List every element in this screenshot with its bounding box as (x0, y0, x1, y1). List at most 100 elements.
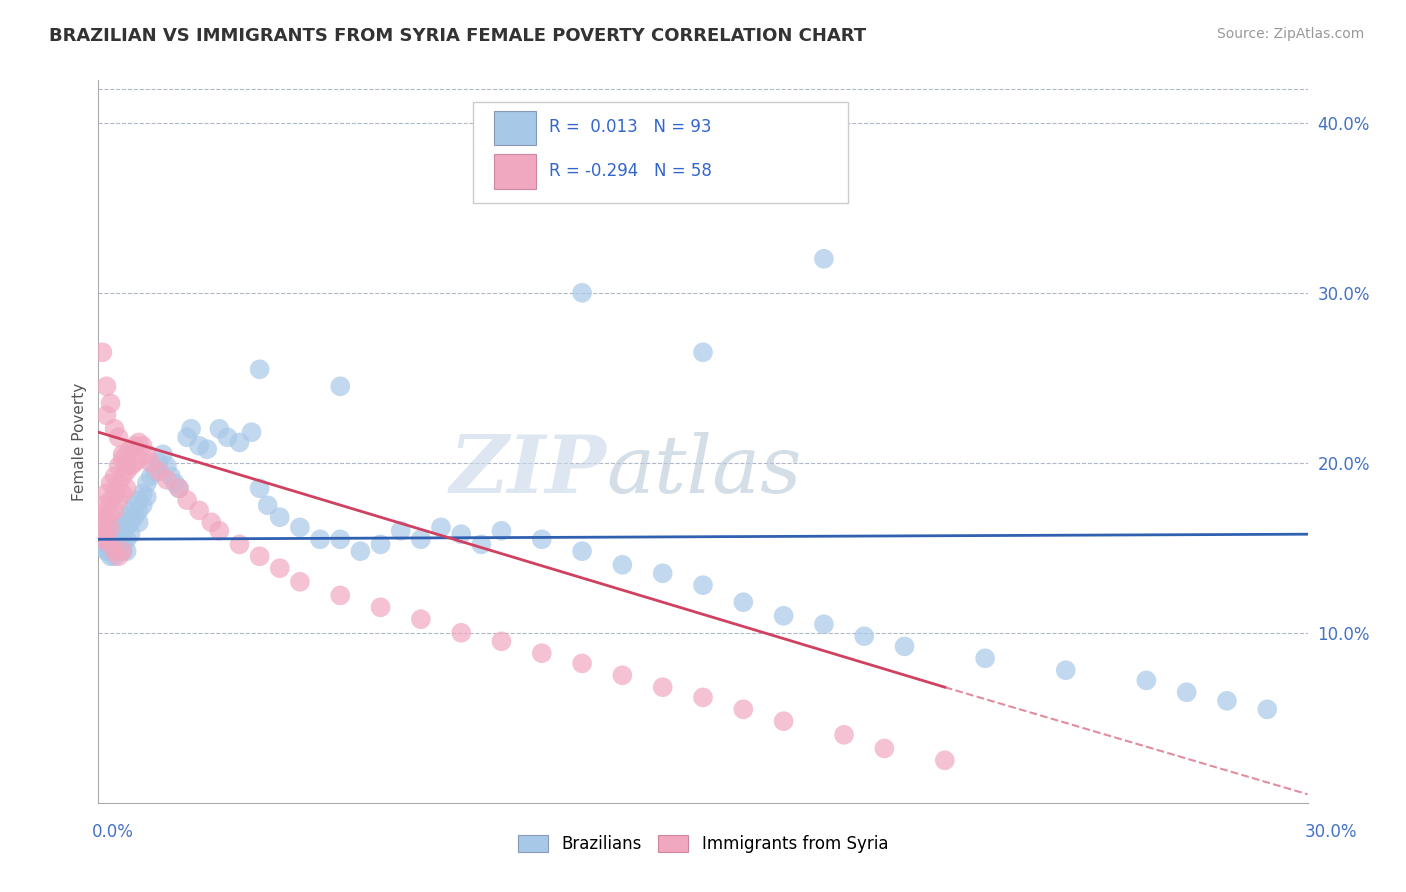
Point (107, 430, 129, 444)
Point (111, 447, 134, 461)
Point (188, 503, 211, 517)
Text: ZIP: ZIP (450, 432, 606, 509)
Point (91, 498, 114, 512)
Text: Source: ZipAtlas.com: Source: ZipAtlas.com (1216, 27, 1364, 41)
Point (111, 486, 134, 500)
Point (389, 524, 412, 538)
Point (132, 498, 155, 512)
Point (91, 541, 114, 555)
Point (167, 481, 190, 495)
Point (124, 498, 146, 512)
Point (96, 544, 118, 558)
Point (91, 510, 114, 524)
Point (1216, 694, 1239, 708)
Point (96, 503, 118, 517)
Point (470, 537, 492, 551)
Point (115, 459, 138, 474)
Point (96, 486, 118, 500)
Point (128, 435, 150, 450)
Point (329, 533, 352, 547)
Point (139, 456, 162, 470)
Point (309, 533, 332, 547)
Point (96, 516, 118, 530)
Point (120, 516, 142, 530)
Point (107, 476, 129, 491)
Point (132, 439, 155, 453)
Point (128, 503, 150, 517)
Point (974, 651, 997, 665)
Point (103, 544, 125, 558)
Point (100, 537, 122, 551)
Point (103, 533, 125, 547)
Point (409, 533, 432, 547)
Point (96, 527, 118, 541)
Point (491, 524, 513, 538)
Point (692, 345, 714, 359)
Point (612, 668, 634, 682)
Bar (494, 111, 536, 145)
Point (188, 439, 211, 453)
Point (733, 595, 755, 609)
Point (1054, 663, 1077, 677)
Point (430, 520, 453, 534)
Point (491, 634, 513, 648)
Text: atlas: atlas (606, 432, 801, 509)
Text: 30.0%: 30.0% (1305, 822, 1357, 840)
Point (100, 533, 122, 547)
Point (269, 561, 291, 575)
Point (107, 537, 129, 551)
Point (180, 422, 202, 436)
Point (733, 702, 755, 716)
Bar (494, 154, 536, 189)
Point (103, 549, 125, 564)
Point (571, 544, 593, 558)
Point (96, 537, 118, 551)
Point (349, 544, 371, 558)
Point (208, 422, 231, 436)
Text: BRAZILIAN VS IMMIGRANTS FROM SYRIA FEMALE POVERTY CORRELATION CHART: BRAZILIAN VS IMMIGRANTS FROM SYRIA FEMAL… (49, 27, 866, 45)
Point (893, 640, 915, 654)
Point (873, 741, 896, 756)
Point (103, 422, 125, 436)
Point (651, 566, 673, 581)
Point (111, 516, 134, 530)
Point (100, 507, 122, 521)
Point (107, 520, 129, 534)
Point (152, 447, 174, 461)
Point (571, 657, 593, 671)
Point (813, 252, 835, 266)
Point (148, 464, 170, 478)
Point (103, 544, 125, 558)
Point (530, 646, 553, 660)
Point (208, 524, 231, 538)
Point (96, 379, 118, 393)
Point (103, 486, 125, 500)
Point (96, 533, 118, 547)
Y-axis label: Female Poverty: Female Poverty (72, 383, 87, 500)
Point (228, 435, 250, 450)
Point (530, 533, 553, 547)
Point (450, 527, 472, 541)
Point (91, 524, 114, 538)
Point (111, 544, 134, 558)
Point (120, 442, 142, 457)
Point (91, 524, 114, 538)
Point (124, 439, 146, 453)
Text: R = -0.294   N = 58: R = -0.294 N = 58 (550, 161, 713, 179)
Point (115, 533, 138, 547)
Point (409, 612, 432, 626)
Point (651, 680, 673, 694)
Point (115, 464, 138, 478)
Point (139, 469, 162, 483)
Point (100, 396, 122, 410)
Point (288, 520, 311, 534)
Legend: Brazilians, Immigrants from Syria: Brazilians, Immigrants from Syria (512, 828, 894, 860)
Point (124, 456, 146, 470)
Point (249, 362, 271, 376)
Point (96, 408, 118, 422)
Point (288, 574, 311, 589)
Point (107, 459, 129, 474)
Point (135, 490, 157, 504)
Point (96, 516, 118, 530)
Point (115, 520, 138, 534)
